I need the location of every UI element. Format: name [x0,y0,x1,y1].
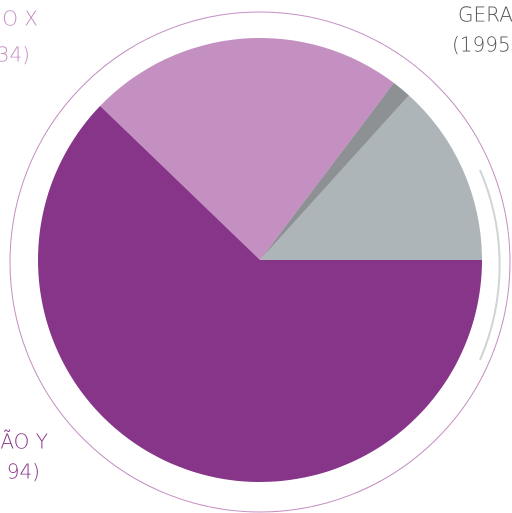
outer-ring-accent [479,169,501,361]
pie-slice [260,82,409,260]
outer-ring [9,11,511,513]
pie-slice [100,37,394,261]
slice-sublabel: 34) [0,43,30,67]
pie-slice [260,95,482,260]
pie-slice [38,106,482,483]
slice-label: GERA [458,3,512,27]
slice-sublabel: (1995 [452,33,511,57]
slice-sublabel: 94) [7,460,40,484]
slice-label: O X [2,7,38,31]
slice-label: ÃO Y [0,430,48,454]
